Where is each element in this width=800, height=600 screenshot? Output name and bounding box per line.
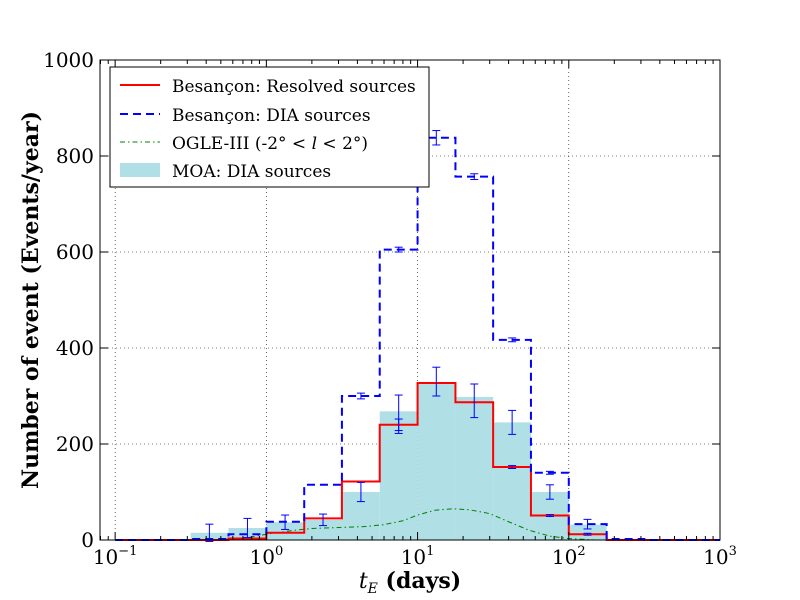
error-bar — [394, 246, 403, 253]
error-bar — [508, 337, 517, 343]
error-bar — [243, 517, 252, 539]
error-bar — [545, 470, 554, 475]
moa-histogram-bar — [568, 524, 607, 540]
plot-frame — [99, 59, 721, 541]
error-bar — [432, 366, 441, 397]
x-axis-label-var: t — [359, 569, 368, 594]
moa-fill-layer — [190, 384, 607, 540]
legend-label-dia: Besançon: DIA sources — [172, 106, 371, 126]
x-tick-label: 102 — [552, 544, 586, 569]
moa-histogram-bar — [266, 522, 305, 540]
error-bars-layer — [205, 130, 592, 542]
error-bar — [281, 514, 290, 530]
error-bar — [470, 383, 479, 419]
tick-labels: 0 200 400 600 800 1000 10−1 100 101 102 103 — [43, 48, 737, 569]
y-tick-label: 800 — [56, 144, 94, 168]
error-bar — [545, 514, 554, 517]
error-bar — [356, 481, 365, 503]
x-tick-label: 100 — [249, 544, 283, 569]
moa-histogram-bar — [304, 519, 342, 540]
legend-swatch-moa — [120, 163, 160, 177]
y-tick-label: 1000 — [43, 48, 94, 72]
x-tick-label: 103 — [703, 544, 737, 569]
y-axis-label: Number of event (Events/year) — [18, 111, 44, 489]
moa-histogram-bar — [493, 422, 531, 540]
error-bar — [508, 465, 517, 469]
error-bar — [356, 392, 365, 400]
error-bar — [432, 130, 441, 146]
legend-label-ogle: OGLE-III (-2° < l < 2°) — [172, 134, 368, 154]
y-tick-label: 0 — [81, 528, 94, 552]
legend-box — [109, 66, 430, 188]
moa-histogram-bar — [455, 396, 494, 540]
error-bar — [508, 409, 517, 435]
x-tick-label: 101 — [401, 544, 435, 569]
legend: Besançon: Resolved sources Besançon: DIA… — [109, 66, 430, 188]
error-bar — [205, 523, 214, 542]
y-tick-label: 200 — [56, 432, 94, 456]
error-bar — [394, 418, 403, 432]
error-bar — [319, 513, 328, 527]
x-axis-label-unit: (days) — [378, 568, 461, 594]
y-tick-label: 400 — [56, 336, 94, 360]
legend-label-resolved: Besançon: Resolved sources — [172, 77, 416, 97]
error-bar — [470, 173, 479, 181]
x-axis-label-sub: E — [367, 581, 378, 597]
error-bar — [583, 532, 592, 536]
error-bar — [545, 484, 554, 500]
y-tick-label: 600 — [56, 240, 94, 264]
legend-label-moa: MOA: DIA sources — [172, 162, 331, 182]
axis-ticks — [99, 59, 721, 541]
besancon-dia-step-line — [115, 136, 720, 541]
x-axis-label: tE (days) — [359, 568, 461, 597]
error-bar — [583, 518, 592, 530]
x-tick-label: 10−1 — [93, 544, 138, 569]
moa-histogram-bar — [417, 384, 456, 540]
